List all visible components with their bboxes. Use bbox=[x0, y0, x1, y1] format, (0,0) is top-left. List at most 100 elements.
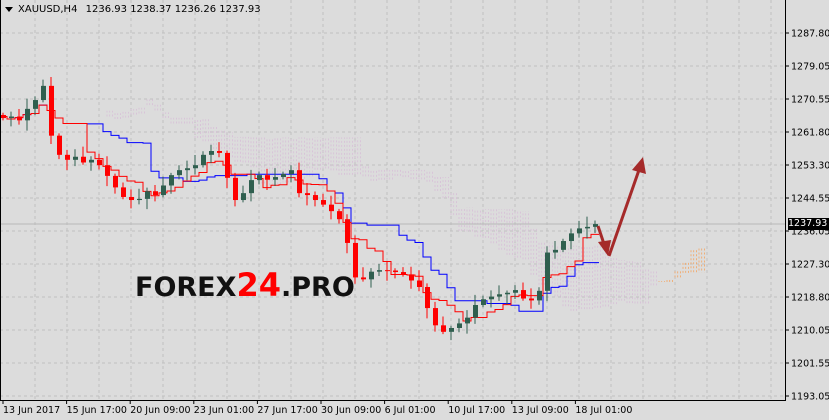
candle-bull bbox=[377, 270, 382, 272]
candle-bull bbox=[209, 150, 214, 155]
candle-bull bbox=[577, 228, 582, 234]
forecast-arrows bbox=[596, 157, 646, 257]
candle-bull bbox=[73, 156, 78, 160]
dropdown-triangle-icon[interactable] bbox=[5, 6, 13, 12]
price-axis: 1287.80 1279.05 1270.55 1261.80 1253.30 1244.… bbox=[785, 29, 829, 403]
candle-bull bbox=[585, 226, 590, 229]
candle-bull bbox=[289, 170, 294, 174]
arrow-up-head bbox=[632, 157, 646, 174]
candle-bear bbox=[353, 242, 358, 278]
x-tick-label: 13 Jun 2017 bbox=[3, 405, 60, 416]
candle-bear bbox=[153, 191, 158, 196]
candle-bull bbox=[201, 154, 206, 166]
candle-bear bbox=[225, 152, 230, 178]
candle-bull bbox=[25, 108, 30, 121]
candle-bull bbox=[513, 290, 518, 293]
candle-bull bbox=[457, 323, 462, 328]
candle-bull bbox=[489, 296, 494, 300]
candle-bear bbox=[81, 156, 86, 163]
candle-bear bbox=[49, 85, 54, 136]
candle-bear bbox=[393, 270, 398, 273]
y-tick-label: 1210.05 bbox=[791, 326, 829, 337]
candle-bull bbox=[497, 294, 502, 297]
y-tick-label: 1244.55 bbox=[791, 194, 829, 205]
chart-header: XAUUSD,H4 1236.93 1238.37 1236.26 1237.9… bbox=[5, 4, 261, 15]
candle-bear bbox=[113, 175, 118, 188]
candle-bear bbox=[521, 290, 526, 299]
candle-bear bbox=[321, 200, 326, 205]
y-tick-label: 1287.80 bbox=[791, 29, 829, 40]
x-tick-label: 20 Jun 09:00 bbox=[130, 405, 190, 416]
x-tick-label: 18 Jul 01:00 bbox=[575, 405, 632, 416]
candles bbox=[1, 77, 598, 341]
candle-bull bbox=[481, 299, 486, 306]
x-tick-label: 13 Jul 09:00 bbox=[512, 405, 569, 416]
y-tick-label: 1218.80 bbox=[791, 293, 829, 304]
grid bbox=[0, 0, 785, 400]
candle-bull bbox=[553, 249, 558, 253]
x-tick-label: 6 Jul 01:00 bbox=[385, 405, 436, 416]
arrow-down-head bbox=[598, 240, 611, 256]
candle-bear bbox=[401, 272, 406, 275]
candle-bull bbox=[9, 116, 14, 119]
candle-bull bbox=[161, 185, 166, 196]
candle-bull bbox=[145, 191, 150, 199]
candle-bear bbox=[297, 170, 302, 194]
candle-bear bbox=[57, 135, 62, 155]
candle-bull bbox=[33, 100, 38, 109]
candle-bull bbox=[593, 224, 598, 227]
candle-bull bbox=[185, 168, 190, 171]
candle-bear bbox=[1, 114, 6, 119]
candle-bull bbox=[561, 241, 566, 250]
candle-bull bbox=[137, 198, 142, 201]
candle-bull bbox=[473, 305, 478, 318]
y-tick-label: 1270.55 bbox=[791, 95, 829, 106]
candle-bull bbox=[465, 317, 470, 324]
x-tick-label: 10 Jul 17:00 bbox=[448, 405, 505, 416]
candle-bear bbox=[17, 116, 22, 121]
candle-bear bbox=[129, 196, 134, 201]
candle-bull bbox=[505, 292, 510, 295]
candle-bear bbox=[65, 154, 70, 160]
y-tick-label: 1253.30 bbox=[791, 161, 829, 172]
candle-bear bbox=[385, 270, 390, 272]
candle-bear bbox=[121, 187, 126, 197]
y-tick-label: 1201.55 bbox=[791, 359, 829, 370]
current-price-label: 1237.93 bbox=[788, 218, 829, 230]
candle-bull bbox=[369, 271, 374, 280]
candle-bull bbox=[545, 252, 550, 291]
ohlc-low: 1236.26 bbox=[174, 4, 217, 15]
candle-bear bbox=[233, 177, 238, 201]
candle-bear bbox=[441, 325, 446, 332]
candle-bear bbox=[417, 280, 422, 288]
candle-bear bbox=[433, 308, 438, 326]
candle-bull bbox=[281, 173, 286, 178]
candle-bull bbox=[241, 193, 246, 201]
candle-bear bbox=[265, 175, 270, 180]
candle-bull bbox=[89, 159, 94, 163]
tenkan-sen-line bbox=[0, 104, 599, 322]
candle-bear bbox=[305, 193, 310, 196]
x-tick-label: 23 Jun 01:00 bbox=[194, 405, 254, 416]
candle-bull bbox=[41, 85, 46, 101]
ohlc-close: 1237.93 bbox=[219, 4, 261, 15]
candle-bull bbox=[569, 233, 574, 242]
candle-bull bbox=[249, 180, 254, 194]
candle-bull bbox=[193, 165, 198, 169]
watermark-logo: FOREX24.PRO bbox=[135, 266, 355, 304]
candle-bear bbox=[313, 195, 318, 201]
x-tick-label: 30 Jun 09:00 bbox=[321, 405, 381, 416]
candle-bull bbox=[257, 175, 262, 181]
candle-bull bbox=[169, 175, 174, 186]
candle-bull bbox=[449, 327, 454, 332]
candle-bear bbox=[217, 150, 222, 153]
candle-bear bbox=[529, 298, 534, 301]
x-tick-label: 27 Jun 17:00 bbox=[257, 405, 317, 416]
candle-bear bbox=[329, 204, 334, 212]
ohlc-open: 1236.93 bbox=[85, 4, 127, 15]
ohlc-high: 1238.37 bbox=[130, 4, 172, 15]
candle-bear bbox=[409, 274, 414, 281]
candle-bull bbox=[537, 290, 542, 301]
y-tick-label: 1279.05 bbox=[791, 62, 829, 73]
